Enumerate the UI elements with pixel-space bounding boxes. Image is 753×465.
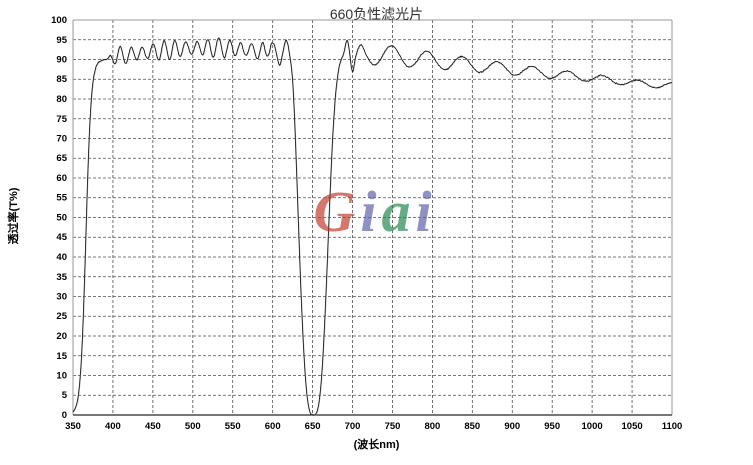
svg-text:25: 25 <box>56 311 67 322</box>
svg-text:70: 70 <box>56 134 67 145</box>
svg-text:0: 0 <box>62 410 67 421</box>
svg-text:550: 550 <box>225 421 241 432</box>
svg-text:45: 45 <box>56 232 67 243</box>
svg-text:350: 350 <box>65 421 81 432</box>
svg-text:95: 95 <box>56 35 67 46</box>
svg-text:600: 600 <box>265 421 281 432</box>
svg-text:15: 15 <box>56 351 67 362</box>
svg-text:90: 90 <box>56 55 67 66</box>
svg-text:1000: 1000 <box>582 421 603 432</box>
svg-text:450: 450 <box>145 421 161 432</box>
svg-text:65: 65 <box>56 153 67 164</box>
svg-text:800: 800 <box>424 421 440 432</box>
svg-text:900: 900 <box>504 421 520 432</box>
svg-text:75: 75 <box>56 114 67 125</box>
svg-text:5: 5 <box>62 390 68 401</box>
svg-text:500: 500 <box>185 421 201 432</box>
svg-text:80: 80 <box>56 94 67 105</box>
svg-text:400: 400 <box>105 421 121 432</box>
svg-text:10: 10 <box>56 371 67 382</box>
svg-text:700: 700 <box>345 421 361 432</box>
svg-text:35: 35 <box>56 272 67 283</box>
svg-text:750: 750 <box>385 421 401 432</box>
svg-text:850: 850 <box>464 421 480 432</box>
svg-text:650: 650 <box>305 421 321 432</box>
svg-text:1100: 1100 <box>662 421 683 432</box>
svg-text:60: 60 <box>56 173 67 184</box>
svg-text:40: 40 <box>56 252 67 263</box>
svg-text:20: 20 <box>56 331 67 342</box>
svg-text:85: 85 <box>56 74 67 85</box>
svg-text:50: 50 <box>56 213 67 224</box>
svg-text:55: 55 <box>56 193 67 204</box>
svg-text:950: 950 <box>544 421 560 432</box>
svg-text:1050: 1050 <box>622 421 643 432</box>
svg-text:30: 30 <box>56 292 67 303</box>
